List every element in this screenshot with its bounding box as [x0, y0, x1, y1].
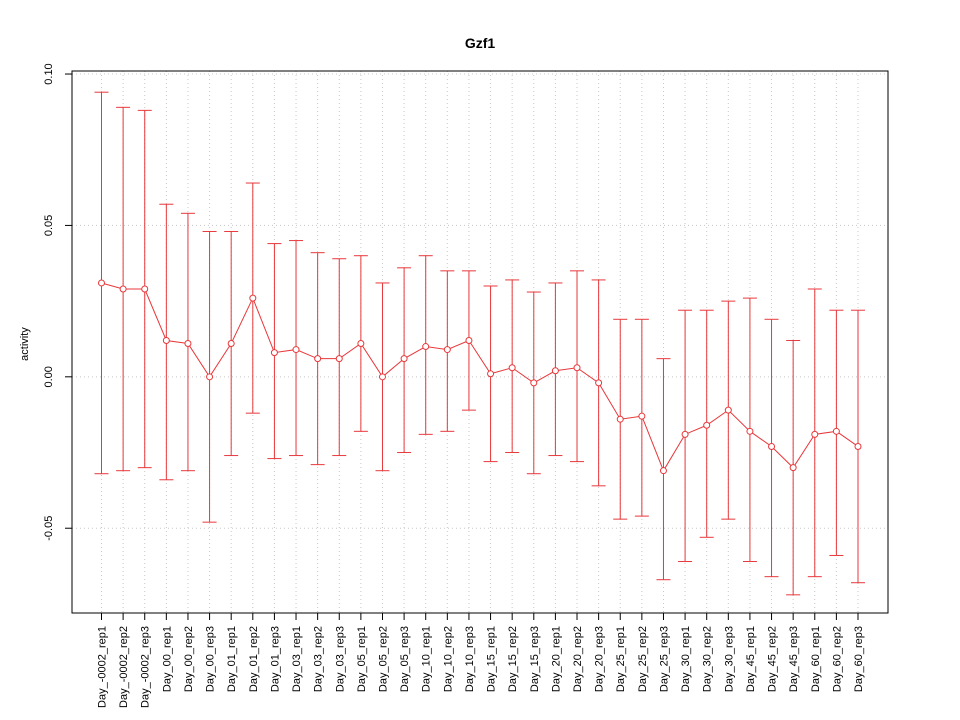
grid-lines: [72, 71, 888, 613]
x-tick-label: Day_-0002_rep3: [140, 626, 152, 708]
data-point: [335, 355, 343, 363]
x-tick-label: Day_10_rep1: [421, 626, 433, 692]
x-tick-label: Day_00_rep1: [161, 626, 173, 692]
x-tick-label: Day_45_rep2: [767, 626, 779, 692]
y-tick-label: 0.05: [43, 215, 55, 236]
series-line: [101, 282, 859, 472]
data-point: [616, 415, 624, 423]
data-point: [659, 467, 667, 475]
x-tick-label: Day_01_rep2: [248, 626, 260, 692]
x-tick-label: Day_-0002_rep2: [118, 626, 130, 708]
data-point: [270, 349, 278, 357]
data-point: [184, 340, 192, 348]
x-tick-label: Day_30_rep1: [680, 626, 692, 692]
data-point: [443, 346, 451, 354]
x-tick-label: Day_15_rep3: [529, 626, 541, 692]
y-axis-label: activity: [19, 327, 31, 361]
x-tick-label: Day_10_rep3: [464, 626, 476, 692]
data-point: [508, 364, 516, 372]
x-tick-label: Day_30_rep3: [723, 626, 735, 692]
data-point: [378, 373, 386, 381]
x-tick-label: Day_00_rep2: [183, 626, 195, 692]
data-point: [768, 442, 776, 450]
x-tick-label: Day_20_rep2: [572, 626, 584, 692]
data-point: [98, 279, 105, 287]
x-tick-label: Day_10_rep2: [442, 626, 454, 692]
x-tick-label: Day_60_rep1: [810, 626, 822, 692]
x-tick-label: Day_01_rep3: [269, 626, 281, 692]
x-tick-label: Day_60_rep2: [831, 626, 843, 692]
x-tick-label: Day_00_rep3: [205, 626, 217, 692]
y-tick-label: 0.00: [43, 366, 55, 387]
plot-frame: [71, 70, 889, 614]
x-tick-label: Day_60_rep3: [853, 626, 865, 692]
data-point: [162, 336, 170, 344]
data-point: [530, 379, 538, 387]
data-point: [573, 364, 581, 372]
x-tick-label: Day_20_rep1: [550, 626, 562, 692]
y-axis: -0.05 0.00 0.05 0.10: [43, 63, 72, 541]
data-point: [292, 346, 300, 354]
x-axis: Day_-0002_rep1 Day_-0002_rep2 Day_-0002_re…: [97, 613, 865, 708]
data-point: [314, 355, 322, 363]
data-point: [141, 285, 149, 293]
x-tick-label: Day_15_rep1: [486, 626, 498, 692]
data-point: [227, 340, 235, 348]
data-point: [854, 442, 862, 450]
x-tick-label: Day_03_rep2: [313, 626, 325, 692]
x-tick-label: Day_01_rep1: [226, 626, 238, 692]
data-point: [249, 294, 257, 302]
data-point: [638, 412, 646, 420]
data-point: [832, 427, 840, 435]
x-tick-label: Day_25_rep1: [615, 626, 627, 692]
x-tick-label: Day_25_rep2: [637, 626, 649, 692]
data-point: [595, 379, 603, 387]
data-point: [206, 373, 214, 381]
x-tick-label: Day_05_rep2: [377, 626, 389, 692]
data-point: [357, 340, 365, 348]
x-tick-label: Day_25_rep3: [658, 626, 670, 692]
x-tick-label: Day_15_rep2: [507, 626, 519, 692]
x-tick-label: Day_-0002_rep1: [97, 626, 109, 708]
data-point: [789, 464, 797, 472]
x-tick-label: Day_03_rep1: [291, 626, 303, 692]
series-layer: [94, 91, 865, 596]
chart-title: Gzf1: [465, 35, 496, 51]
data-point: [119, 285, 127, 293]
data-point: [746, 427, 754, 435]
x-tick-label: Day_05_rep3: [399, 626, 411, 692]
data-point: [703, 421, 711, 429]
data-point: [465, 336, 473, 344]
data-point: [724, 406, 732, 414]
y-tick-label: 0.10: [43, 63, 55, 84]
x-tick-label: Day_03_rep3: [334, 626, 346, 692]
x-tick-label: Day_45_rep1: [745, 626, 757, 692]
y-tick-label: -0.05: [43, 516, 55, 541]
x-tick-label: Day_45_rep3: [788, 626, 800, 692]
x-tick-label: Day_30_rep2: [702, 626, 714, 692]
data-point: [422, 343, 430, 351]
x-tick-label: Day_05_rep1: [356, 626, 368, 692]
data-point: [551, 367, 559, 375]
data-point: [811, 430, 819, 438]
x-tick-label: Day_20_rep3: [594, 626, 606, 692]
data-point: [400, 355, 408, 363]
data-point: [487, 370, 495, 378]
data-point: [681, 430, 689, 438]
